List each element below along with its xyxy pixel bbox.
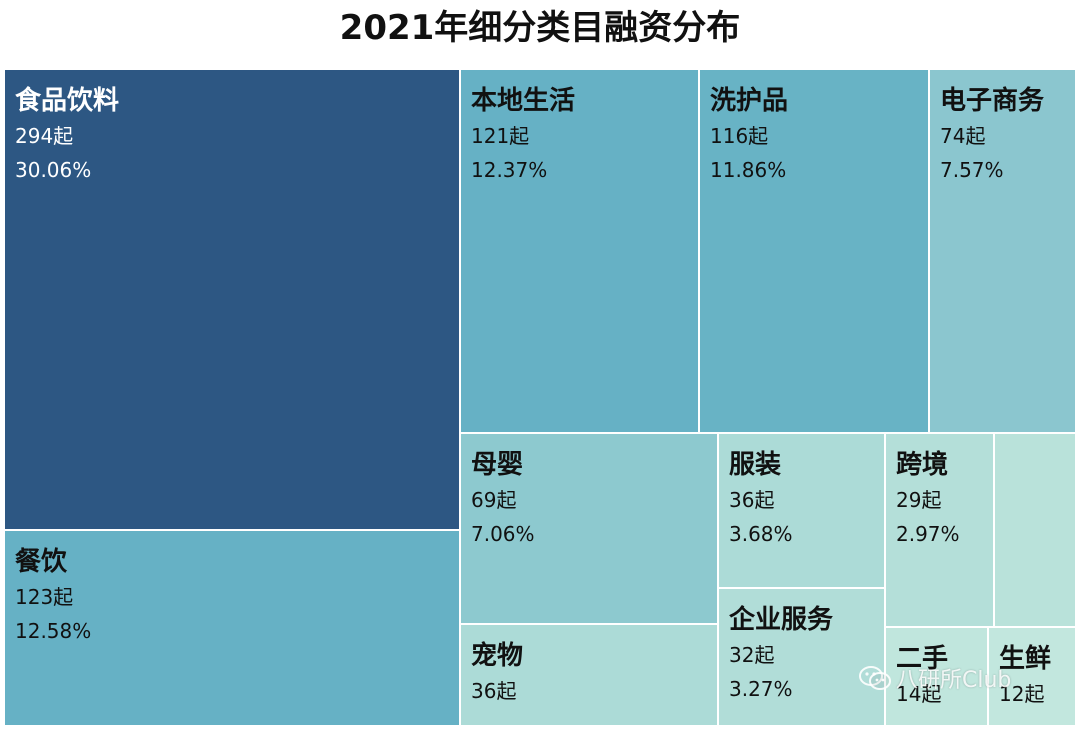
tile-count: 74起 [940, 124, 986, 148]
tile-count: 12起 [999, 682, 1045, 706]
tile-name: 母婴 [471, 450, 524, 480]
tile-percent: 30.06% [15, 158, 92, 182]
tile-percent: 2.97% [896, 522, 960, 546]
tile-name: 宠物 [471, 641, 524, 671]
tile-count: 294起 [15, 124, 74, 148]
treemap-tile: 生鲜 12起 [989, 628, 1077, 727]
treemap-tile: 服装 36起 3.68% [719, 434, 886, 589]
tile-count: 29起 [896, 488, 942, 512]
tile-count: 32起 [729, 643, 775, 667]
tile-name: 食品饮料 [15, 86, 120, 116]
tile-count: 121起 [471, 124, 530, 148]
tile-percent: 12.58% [15, 619, 92, 643]
treemap-tile: 洗护品 116起 11.86% [700, 70, 930, 434]
tile-count: 69起 [471, 488, 517, 512]
tile-name: 服装 [729, 450, 782, 480]
tile-count: 116起 [710, 124, 769, 148]
watermark: 八研所Club [858, 662, 1011, 694]
tile-name: 二手 [896, 644, 949, 674]
tile-percent: 3.27% [729, 677, 793, 701]
tile-percent: 11.86% [710, 158, 787, 182]
treemap-tile: 二手 14起 [886, 628, 989, 727]
wechat-icon [858, 665, 892, 691]
tile-name: 生鲜 [999, 644, 1052, 674]
tile-percent: 7.57% [940, 158, 1004, 182]
treemap-tile: 母婴 69起 7.06% [461, 434, 719, 625]
treemap-tile: 食品饮料 294起 30.06% [5, 70, 461, 531]
tile-name: 企业服务 [729, 605, 834, 635]
tile-name: 餐饮 [15, 547, 68, 577]
tile-name: 本地生活 [471, 86, 576, 116]
treemap-tile: 跨境 29起 2.97% [886, 434, 995, 628]
tile-count: 36起 [471, 679, 517, 703]
treemap-tile: 电子商务 74起 7.57% [930, 70, 1077, 434]
tile-percent: 3.68% [729, 522, 793, 546]
tile-name: 洗护品 [710, 86, 789, 116]
treemap-tile [995, 434, 1077, 628]
tile-count: 123起 [15, 585, 74, 609]
tile-percent: 7.06% [471, 522, 535, 546]
tile-count: 14起 [896, 682, 942, 706]
watermark-text: 八研所Club [896, 668, 1012, 693]
tile-name: 跨境 [896, 450, 949, 480]
tile-count: 36起 [729, 488, 775, 512]
treemap-tile: 宠物 36起 [461, 625, 719, 727]
treemap-tile: 企业服务 32起 3.27% [719, 589, 886, 727]
tile-percent: 12.37% [471, 158, 548, 182]
treemap-tile: 本地生活 121起 12.37% [461, 70, 700, 434]
treemap-tile: 餐饮 123起 12.58% [5, 531, 461, 727]
chart-title: 2021年细分类目融资分布 [339, 8, 741, 48]
tile-name: 电子商务 [940, 86, 1045, 116]
